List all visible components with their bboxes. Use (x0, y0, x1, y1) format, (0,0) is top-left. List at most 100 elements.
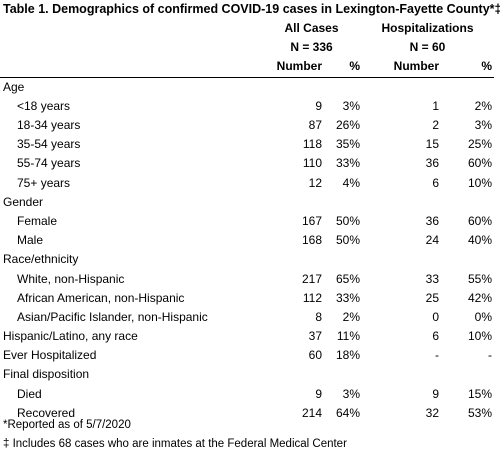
category-row: Gender (0, 193, 494, 212)
hosp-percent: 42% (467, 290, 493, 305)
empty-cell (262, 250, 328, 269)
group-all-cases: All Cases (284, 21, 339, 36)
hosp-percent: 53% (467, 405, 493, 420)
hosp-number: 25 (425, 290, 439, 305)
all-cases-percent: 35% (335, 137, 360, 152)
table-row: Male 168 50% 24 40% (0, 231, 494, 250)
category-label: Gender (3, 194, 44, 209)
table-row: Hispanic/Latino, any race 37 11% 6 10% (0, 327, 494, 346)
hosp-percent: 40% (467, 233, 493, 248)
all-cases-percent: 26% (335, 118, 360, 133)
all-cases-percent: 50% (335, 233, 360, 248)
all-cases-number: 37 (308, 329, 322, 344)
category-row: Race/ethnicity (0, 250, 494, 269)
all-cases-number: 118 (302, 137, 322, 152)
hosp-number: 6 (432, 175, 439, 190)
empty-cell (449, 77, 494, 97)
col-number-hosp: Number (361, 57, 449, 78)
empty-cell (361, 365, 449, 384)
all-cases-number: 8 (315, 309, 322, 324)
all-cases-percent: 65% (335, 271, 360, 286)
hosp-number: 1 (432, 98, 439, 113)
demographics-table: All Cases Hospitalizations N = 336 N = 6… (0, 19, 495, 423)
all-cases-percent: 50% (335, 213, 360, 228)
empty-cell (449, 365, 494, 384)
empty-cell (262, 365, 328, 384)
category-label: Race/ethnicity (3, 252, 79, 267)
all-cases-number: 214 (301, 405, 322, 420)
row-label: White, non-Hispanic (17, 271, 125, 286)
empty-cell (328, 365, 361, 384)
hosp-number: 9 (432, 386, 439, 401)
empty-cell (361, 77, 449, 97)
hosp-percent: 2% (474, 98, 493, 113)
hosp-percent: 25% (467, 137, 493, 152)
table-row: <18 years 9 3% 1 2% (0, 97, 494, 116)
empty-cell (262, 193, 328, 212)
row-label: Asian/Pacific Islander, non-Hispanic (17, 309, 208, 324)
hosp-number: 32 (425, 405, 439, 420)
all-cases-percent: 4% (342, 175, 360, 190)
col-percent-all: % (328, 57, 361, 78)
category-row: Final disposition (0, 365, 494, 384)
all-cases-number: 87 (308, 118, 322, 133)
footnotes: *Reported as of 5/7/2020 ‡ Includes 68 c… (3, 416, 497, 454)
n-hospitalizations: N = 60 (409, 40, 446, 55)
table-row: 35-54 years 118 35% 15 25% (0, 135, 494, 154)
empty-cell (328, 77, 361, 97)
all-cases-number: 167 (301, 213, 322, 228)
row-label: Male (17, 233, 44, 248)
table-row: 55-74 years 110 33% 36 60% (0, 154, 494, 173)
hosp-number: 33 (425, 271, 439, 286)
all-cases-percent: 3% (342, 98, 360, 113)
group-header-row: All Cases Hospitalizations (0, 19, 494, 38)
row-label: Ever Hospitalized (3, 348, 97, 363)
hosp-number: 0 (432, 309, 439, 324)
table-row: Asian/Pacific Islander, non-Hispanic 8 2% 0… (0, 308, 494, 327)
n-all-cases: N = 336 (290, 40, 333, 55)
hosp-percent: 3% (474, 118, 493, 133)
table-row: Died 9 3% 9 15% (0, 385, 494, 404)
hosp-number: - (435, 348, 439, 363)
all-cases-number: 60 (308, 348, 322, 363)
all-cases-percent: 11% (336, 329, 360, 344)
row-label: <18 years (17, 98, 71, 113)
hosp-number: 36 (425, 156, 439, 171)
all-cases-percent: 33% (335, 290, 360, 305)
column-header-row: Number % Number % (0, 57, 495, 78)
hosp-number: 24 (425, 233, 439, 248)
all-cases-percent: 64% (335, 405, 360, 420)
all-cases-number: 12 (308, 175, 322, 190)
table-row: White, non-Hispanic 217 65% 33 55% (0, 269, 494, 288)
footnote-reported-date: *Reported as of 5/7/2020 (3, 419, 131, 431)
all-cases-number: 112 (302, 290, 322, 305)
col-number-all: Number (262, 57, 328, 78)
empty-cell (361, 193, 449, 212)
all-cases-percent: 18% (335, 348, 360, 363)
empty-cell (361, 250, 449, 269)
footnote-inmates: ‡ Includes 68 cases who are inmates at t… (3, 438, 347, 450)
empty-cell (328, 193, 361, 212)
hosp-percent: 10% (467, 329, 493, 344)
table-row: Ever Hospitalized 60 18% - - (0, 346, 494, 365)
all-cases-percent: 33% (335, 156, 360, 171)
hosp-percent: 55% (467, 271, 493, 286)
empty-cell (449, 250, 494, 269)
table-row: 18-34 years 87 26% 2 3% (0, 116, 494, 135)
hosp-percent: - (488, 348, 493, 363)
all-cases-number: 9 (315, 386, 322, 401)
table-row: Recovered 214 64% 32 53% (0, 404, 494, 423)
empty-cell (449, 193, 494, 212)
table-row: Female 167 50% 36 60% (0, 212, 494, 231)
hosp-percent: 10% (467, 175, 493, 190)
row-label: 35-54 years (17, 137, 81, 152)
hosp-number: 36 (425, 213, 439, 228)
row-label: Recovered (17, 405, 76, 420)
row-label: Hispanic/Latino, any race (3, 329, 138, 344)
row-label: 75+ years (17, 175, 71, 190)
all-cases-number: 110 (302, 156, 322, 171)
group-hospitalizations: Hospitalizations (381, 21, 474, 36)
all-cases-percent: 2% (342, 309, 360, 324)
empty-cell (262, 77, 328, 97)
